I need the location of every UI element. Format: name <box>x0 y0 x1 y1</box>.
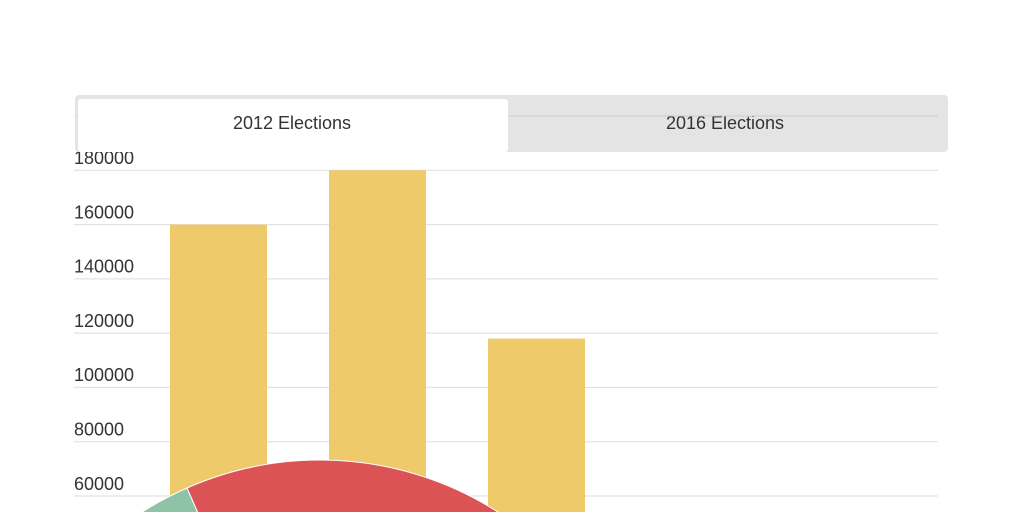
bar <box>170 224 267 512</box>
bar <box>329 170 426 512</box>
donut-segment <box>141 487 199 512</box>
inner-tab[interactable]: 2012 Elections <box>233 113 351 133</box>
inner-tab-active <box>78 99 508 152</box>
bar <box>488 338 585 512</box>
y-tick-label: 160000 <box>74 202 134 222</box>
y-tick-label: 180000 <box>74 148 134 168</box>
inner-tab[interactable]: 2016 Elections <box>666 113 784 133</box>
donut-segment <box>186 459 499 512</box>
y-tick-label: 120000 <box>74 311 134 331</box>
y-tick-label: 80000 <box>74 419 124 439</box>
y-tick-label: 140000 <box>74 257 134 277</box>
y-tick-label: 60000 <box>74 474 124 494</box>
y-tick-label: 100000 <box>74 365 134 385</box>
